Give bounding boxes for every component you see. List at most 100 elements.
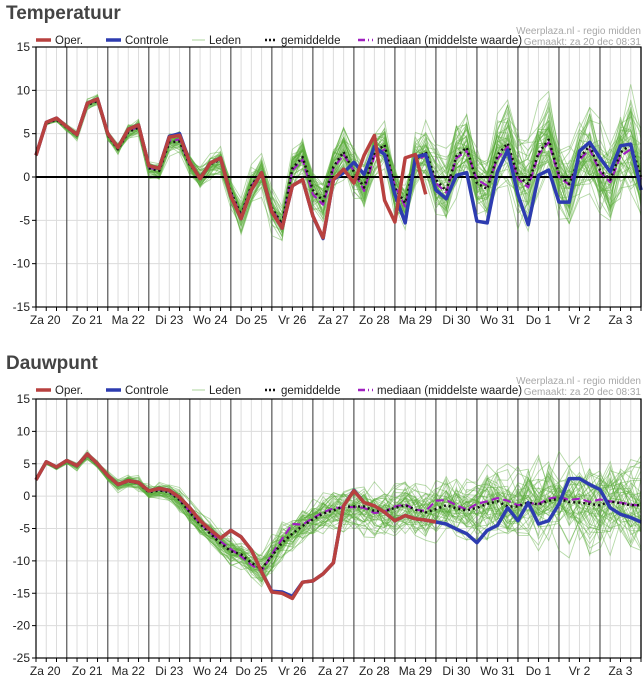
x-day-label: Wo 31 <box>480 664 515 678</box>
ensemble-member-line <box>35 455 642 574</box>
x-day-label: Vr 2 <box>569 664 591 678</box>
ensemble-member-line <box>35 455 642 570</box>
source-line-1: Weerplaza.nl - regio midden <box>516 376 641 387</box>
ensemble-member-line <box>35 98 642 225</box>
legend-label: gemiddelde <box>281 35 340 47</box>
legend-item-leden: Leden <box>192 385 241 397</box>
y-tick-label: -15 <box>13 300 31 314</box>
ensemble-member-line <box>35 454 642 561</box>
y-tick-label: 0 <box>23 170 30 184</box>
y-tick-label: -10 <box>13 257 31 271</box>
ensemble-member-line <box>35 455 642 573</box>
ensemble-member-line <box>35 100 642 220</box>
legend-label: Oper. <box>55 35 83 47</box>
x-day-label: Di 23 <box>155 313 183 327</box>
ensemble-member-line <box>35 454 642 579</box>
x-day-label: Za 20 <box>30 313 61 327</box>
y-tick-label: -20 <box>13 619 31 633</box>
x-day-label: Di 23 <box>155 664 183 678</box>
x-day-label: Za 3 <box>608 664 632 678</box>
series-line-gemiddelde <box>34 99 643 226</box>
source-info: Weerplaza.nl - regio midden Gemaakt: za … <box>516 376 641 398</box>
legend-label: gemiddelde <box>281 385 340 397</box>
ensemble-member-line <box>35 99 642 216</box>
x-day-label: Ma 22 <box>112 664 146 678</box>
y-tick-label: -15 <box>13 586 31 600</box>
legend-item-oper: Oper. <box>36 385 83 397</box>
y-tick-label: 10 <box>17 424 31 438</box>
y-tick-label: 0 <box>23 489 30 503</box>
series-line-oper <box>34 452 437 601</box>
ensemble-member-line <box>35 98 642 234</box>
x-day-label: Do 1 <box>526 664 552 678</box>
legend-item-leden: Leden <box>192 35 241 47</box>
ensemble-member-line <box>35 102 642 225</box>
y-tick-label: -10 <box>13 554 31 568</box>
ensemble-member-line <box>35 90 642 217</box>
ensemble-member-line <box>35 100 642 208</box>
y-tick-label: -5 <box>19 522 30 536</box>
x-day-label: Zo 21 <box>72 664 103 678</box>
ensemble-member-line <box>35 98 642 228</box>
legend-item-gemiddelde: gemiddelde <box>265 35 340 47</box>
ensemble-member-line <box>35 450 642 571</box>
ensemble-member-line <box>35 453 642 561</box>
ensemble-member-line <box>35 454 642 583</box>
x-day-label: Vr 26 <box>278 313 307 327</box>
x-day-label: Za 27 <box>318 664 349 678</box>
x-day-label: Ma 22 <box>112 313 146 327</box>
ensemble-member-line <box>35 458 642 577</box>
series-line-gemiddelde <box>34 454 641 570</box>
legend-label: mediaan (middelste waarde) <box>377 385 522 397</box>
legend-item-gemiddelde: gemiddelde <box>265 385 340 397</box>
x-day-label: Ma 29 <box>399 664 433 678</box>
legend-item-controle: Controle <box>106 385 168 397</box>
x-day-label: Za 27 <box>318 313 349 327</box>
x-day-label: Di 30 <box>442 664 470 678</box>
source-line-2: Gemaakt: za 20 dec 08:31 <box>523 387 641 398</box>
series-line-oper <box>34 97 428 240</box>
x-day-label: Za 3 <box>608 313 632 327</box>
x-day-label: Zo 28 <box>359 313 390 327</box>
x-day-label: Wo 24 <box>193 664 228 678</box>
panel-title-dauwpunt: Dauwpunt <box>6 353 98 374</box>
ensemble-member-line <box>35 101 642 217</box>
x-day-label: Ma 29 <box>399 313 433 327</box>
x-day-label: Do 25 <box>235 664 267 678</box>
legend-label: Oper. <box>55 385 83 397</box>
ensemble-member-line <box>35 94 642 218</box>
y-tick-label: 10 <box>17 83 31 97</box>
y-tick-label: 15 <box>17 40 31 54</box>
x-day-label: Vr 26 <box>278 664 307 678</box>
y-tick-label: -25 <box>13 651 31 665</box>
legend-item-controle: Controle <box>106 35 168 47</box>
y-tick-label: 15 <box>17 392 31 406</box>
y-tick-label: -5 <box>19 213 30 227</box>
ensemble-member-line <box>35 456 642 567</box>
ensemble-member-line <box>35 101 642 230</box>
legend-item-mediaan: mediaan (middelste waarde) <box>358 385 522 397</box>
x-day-label: Do 1 <box>526 313 552 327</box>
x-day-label: Za 20 <box>30 664 61 678</box>
ensemble-member-line <box>35 99 642 228</box>
ensemble-member-line <box>35 101 642 223</box>
ensemble-member-line <box>35 98 642 234</box>
legend-item-mediaan: mediaan (middelste waarde) <box>358 35 522 47</box>
ensemble-member-line <box>35 451 642 569</box>
ensemble-member-line <box>35 454 642 570</box>
legend-label: Controle <box>125 35 168 47</box>
gridlines <box>35 398 641 659</box>
y-tick-label: 5 <box>23 457 30 471</box>
x-day-label: Vr 2 <box>569 313 591 327</box>
source-line-2: Gemaakt: za 20 dec 08:31 <box>523 37 641 48</box>
legend-label: Leden <box>209 35 241 47</box>
x-day-label: Zo 21 <box>72 313 103 327</box>
x-day-label: Do 25 <box>235 313 267 327</box>
ensemble-member-line <box>35 98 642 220</box>
legend-label: Leden <box>209 385 241 397</box>
ensemble-member-line <box>35 454 642 575</box>
ensemble-member-line <box>35 457 642 559</box>
legend-label: mediaan (middelste waarde) <box>377 35 522 47</box>
